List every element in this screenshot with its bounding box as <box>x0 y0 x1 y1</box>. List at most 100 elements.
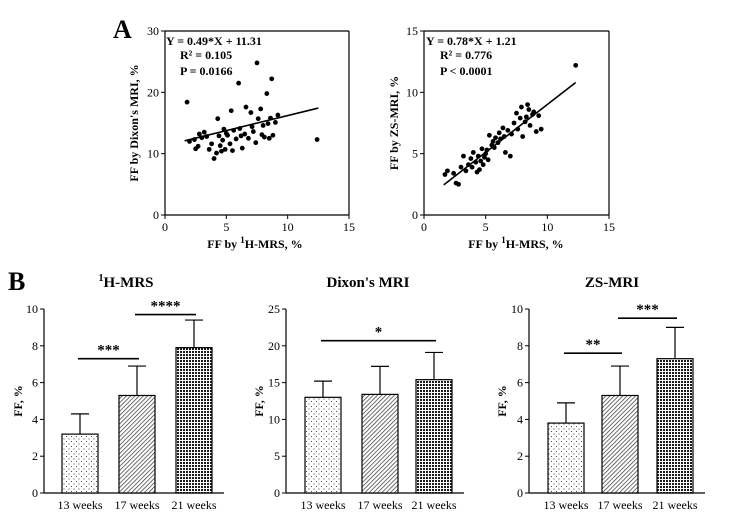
bar-zs-y-tick-label: 2 <box>517 449 523 463</box>
bar-dixon-y-tick-label: 15 <box>268 376 280 390</box>
bar-zs-y-tick-label: 4 <box>517 412 523 426</box>
scatter-dixon-point <box>314 137 320 142</box>
scatter-dixon-x-label-main: FF by <box>207 237 240 251</box>
bar-dixon-y-tick-label: 5 <box>274 449 280 463</box>
bar-hmrs-category-label: 21 weeks <box>172 498 217 512</box>
scatter-dixon-point <box>254 60 260 66</box>
scatter-zs-point <box>468 156 474 161</box>
scatter-zs-point <box>531 109 537 115</box>
bar-dixon-category-label: 21 weeks <box>412 498 457 512</box>
scatter-dixon-point <box>273 119 278 125</box>
scatter-zs-point <box>466 162 471 168</box>
scatter-dixon-point <box>268 115 273 121</box>
bar-hmrs-y-tick-label: 6 <box>32 376 38 390</box>
bar-zs-y-tick-label: 6 <box>517 376 523 390</box>
scatter-dixon-x-tick-label: 10 <box>282 220 294 234</box>
bar-hmrs-y-tick-label: 10 <box>26 302 38 316</box>
scatter-zs-point <box>473 159 479 165</box>
scatter-zs-point <box>526 107 532 112</box>
scatter-zs-x-label-sup: 1 <box>501 235 506 245</box>
bar-hmrs-y-label: FF, % <box>11 385 25 417</box>
scatter-zs-point <box>451 170 456 176</box>
scatter-zs-x-label-rest: H-MRS, % <box>506 237 564 251</box>
scatter-zs-point <box>469 164 475 170</box>
scatter-zs-equation: Y = 0.78*X + 1.21 <box>426 34 517 48</box>
scatter-zs-point <box>500 125 506 131</box>
bar-zs-bar <box>601 394 639 494</box>
bar-zs-bar <box>656 358 694 494</box>
scatter-zs-point <box>503 150 508 155</box>
scatter-zs-point <box>525 102 530 107</box>
scatter-dixon-point <box>219 148 224 154</box>
bar-zs-significance-label: ** <box>586 337 601 353</box>
scatter-zs-point <box>573 62 579 68</box>
scatter-zs-point <box>522 119 528 125</box>
scatter-zs-annotations: Y = 0.78*X + 1.21 R² = 0.776 P < 0.0001 <box>426 34 517 78</box>
scatter-zs-point <box>483 151 489 157</box>
scatter-zs-point <box>533 129 539 134</box>
scatter-zs-point <box>491 145 497 150</box>
panel-label-a: A <box>113 15 132 44</box>
scatter-dixon-point <box>230 148 235 154</box>
scatter-dixon-point <box>269 76 275 82</box>
bar-zs-category-label: 21 weeks <box>653 498 698 512</box>
bar-hmrs-bar <box>118 394 156 494</box>
bar-zs-title: ZS-MRI <box>585 275 639 291</box>
scatter-dixon-point <box>216 133 222 139</box>
scatter-dixon-point <box>209 141 215 147</box>
bar-hmrs-y-tick-label: 2 <box>32 449 38 463</box>
scatter-dixon-y-tick-label: 20 <box>147 85 159 99</box>
scatter-dixon-point <box>258 106 264 112</box>
scatter-zs-point <box>496 130 502 136</box>
scatter-dixon-point <box>217 143 223 149</box>
scatter-dixon-annotations: Y = 0.49*X + 11.31 R² = 0.105 P = 0.0166 <box>166 34 262 78</box>
scatter-dixon-point <box>184 99 190 105</box>
scatter-dixon-equation: Y = 0.49*X + 11.31 <box>166 34 262 48</box>
scatter-dixon-y-tick-label: 30 <box>147 24 159 38</box>
scatter-zs-y-tick-label: 0 <box>412 208 418 222</box>
scatter-zs-point <box>485 157 491 163</box>
scatter-dixon-point <box>231 127 237 133</box>
scatter-dixon-point <box>249 124 255 130</box>
scatter-dixon-point <box>270 132 276 138</box>
scatter-zs-x-label-main: FF by <box>468 237 501 251</box>
bar-zs-y-tick-label: 10 <box>511 302 523 316</box>
scatter-dixon-point <box>260 123 266 128</box>
bar-dixon-chart: Dixon's MRI FF, % 0 5 10 15 20 25 13 weeks 17 w… <box>252 275 464 512</box>
scatter-zs-point <box>498 136 503 142</box>
scatter-zs-point <box>501 134 507 139</box>
scatter-dixon-point <box>195 143 201 149</box>
scatter-dixon-point <box>206 146 212 152</box>
scatter-zs-x-label: FF by 1H-MRS, % <box>468 235 563 251</box>
scatter-zs-point <box>463 168 469 174</box>
scatter-zs-x-tick-label: 5 <box>483 220 489 234</box>
scatter-dixon-y-tick-label: 0 <box>153 208 159 222</box>
scatter-zs-point <box>515 126 521 132</box>
scatter-dixon-point <box>204 134 210 139</box>
scatter-dixon-point <box>266 135 272 141</box>
scatter-dixon-point <box>214 150 219 156</box>
scatter-zs-point <box>458 164 464 170</box>
scatter-dixon-x-tick-label: 15 <box>343 220 355 234</box>
bar-hmrs-category-label: 17 weeks <box>115 498 160 512</box>
panel-label-b: B <box>8 267 25 296</box>
scatter-zs-point <box>490 139 496 144</box>
scatter-zs-point <box>475 153 481 159</box>
scatter-dixon-point <box>250 129 256 134</box>
bar-zs-category-label: 17 weeks <box>598 498 643 512</box>
scatter-zs-x-tick-label: 0 <box>421 220 427 234</box>
scatter-dixon-point <box>201 129 207 135</box>
scatter-zs-x-tick-label: 10 <box>541 220 553 234</box>
scatter-dixon-point <box>237 126 243 131</box>
scatter-zs-point <box>479 146 485 152</box>
scatter-dixon-point <box>227 141 233 147</box>
scatter-dixon-point <box>236 80 242 86</box>
bar-hmrs-y-tick-label: 4 <box>32 412 38 426</box>
scatter-zs-point <box>520 134 526 139</box>
bar-dixon-y-label: FF, % <box>252 385 266 417</box>
scatter-zs-r2: R² = 0.776 <box>440 48 492 62</box>
scatter-zs-point <box>478 158 484 164</box>
bar-hmrs-bar <box>175 347 213 494</box>
scatter-zs-x-tick-label: 15 <box>603 220 615 234</box>
